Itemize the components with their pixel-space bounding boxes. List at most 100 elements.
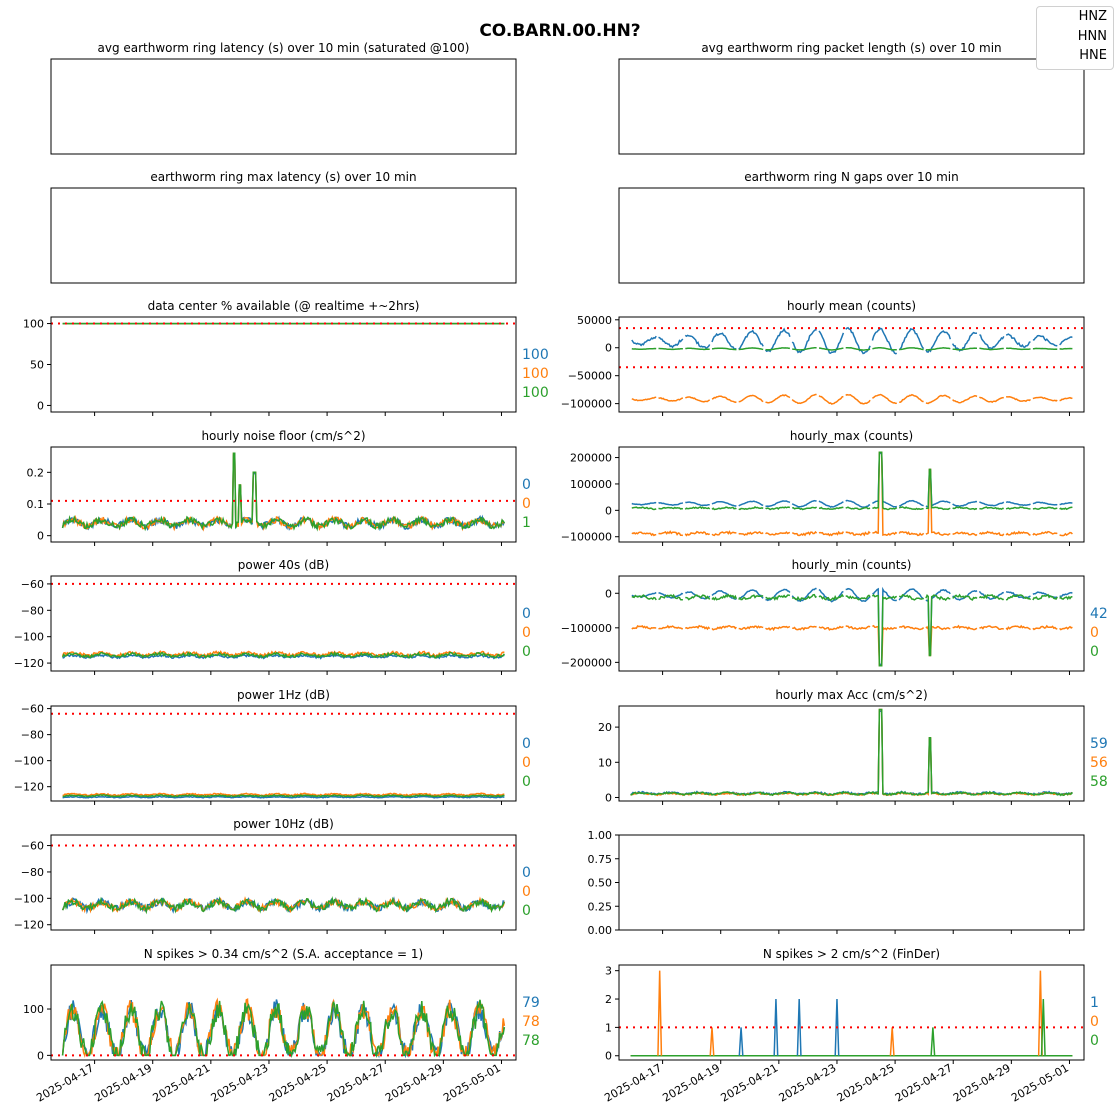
y-tick-label: −120: [14, 919, 44, 932]
finder-spike: [834, 999, 840, 1056]
panel-title: N spikes > 2 cm/s^2 (FinDer): [763, 947, 940, 961]
panel-hourly-mean: hourly mean (counts) −100000 −50000 0 50000: [561, 299, 1085, 416]
panel-title: power 1Hz (dB): [237, 688, 330, 702]
x-tick-label: 2025-04-21: [718, 1061, 780, 1104]
y-tick-label: 20: [598, 721, 612, 734]
axes-frame: [50, 834, 517, 931]
finder-spike: [709, 1027, 715, 1056]
y-tick-label: 50: [30, 359, 44, 372]
panel-noise-floor: hourly noise floor (cm/s^2) 0 0.1 0.2 0 0 1: [27, 429, 531, 546]
panel-avg-latency: avg earthworm ring latency (s) over 10 m…: [50, 41, 517, 155]
latest-value-hne: 58: [1090, 774, 1108, 790]
panel-power-40s: power 40s (dB) −120 −100 −80 −60 0 0 0: [14, 558, 531, 675]
latest-value-hnn: 0: [522, 496, 531, 512]
y-tick-label: −50000: [568, 370, 612, 383]
series-line-hnn: [630, 708, 1073, 797]
panel-power-10hz: power 10Hz (dB) −120 −100 −80 −60 0 0 0: [14, 817, 531, 934]
x-tick-label: 2025-04-25: [267, 1061, 329, 1104]
x-tick-label: 2025-04-23: [209, 1061, 271, 1104]
latest-value-hnn: 78: [522, 1014, 540, 1030]
series-line-hnz: [630, 710, 1073, 797]
series-line-hnz: [631, 326, 1073, 355]
latest-value-hne: 0: [522, 903, 531, 919]
panel-n-gaps: earthworm ring N gaps over 10 min: [618, 170, 1085, 284]
panel-title: hourly noise floor (cm/s^2): [201, 429, 365, 443]
series-line-hne: [631, 593, 1073, 667]
y-tick-label: 100: [23, 318, 44, 331]
latest-value-hnz: 79: [522, 995, 540, 1011]
y-tick-label: 1.00: [588, 829, 613, 842]
axes-frame: [618, 964, 1085, 1061]
series-line-hnz: [631, 452, 1073, 508]
y-tick-label: 0: [605, 504, 612, 517]
y-tick-label: −80: [21, 729, 44, 742]
y-tick-label: 0: [605, 791, 612, 804]
y-tick-label: −80: [21, 866, 44, 879]
axes-frame: [50, 964, 517, 1061]
x-tick-label: 2025-04-21: [150, 1061, 212, 1104]
latest-value-hnn: 56: [1090, 755, 1108, 771]
latest-value-hne: 0: [522, 644, 531, 660]
axes-frame: [618, 58, 1085, 155]
y-tick-label: 0.50: [588, 877, 613, 890]
axes-frame: [618, 316, 1085, 413]
series-line-hnn: [61, 997, 506, 1058]
latest-value-hnz: 0: [522, 606, 531, 622]
y-tick-label: 0: [605, 1050, 612, 1063]
finder-spike: [930, 1027, 936, 1056]
y-tick-label: −100000: [561, 398, 612, 411]
series-line-hnn: [631, 451, 1073, 537]
panel-title: avg earthworm ring packet length (s) ove…: [701, 41, 1001, 55]
x-tick-label: 2025-04-29: [383, 1061, 445, 1104]
series-line-hnz: [61, 454, 506, 532]
series-line-hnn: [62, 792, 505, 797]
legend-entry-hnn: HNN: [1077, 28, 1107, 44]
series-line-hnz: [62, 795, 505, 799]
latest-value-hnz: 42: [1090, 606, 1108, 622]
latest-value-hne: 1: [522, 515, 531, 531]
axes-frame: [50, 187, 517, 284]
panel-spikes-finder: N spikes > 2 cm/s^2 (FinDer) 0 1 2 3 2025-04-…: [602, 947, 1099, 1105]
finder-spike: [773, 999, 779, 1056]
y-tick-label: 100000: [570, 478, 612, 491]
finder-spike: [738, 1027, 744, 1056]
panel-title: avg earthworm ring latency (s) over 10 m…: [98, 41, 470, 55]
series-line-hnn: [631, 393, 1073, 405]
y-tick-label: 0: [37, 1049, 44, 1062]
series-line-hnn: [631, 624, 1073, 667]
latest-value-hnn: 100: [522, 366, 549, 382]
panel-title: power 40s (dB): [238, 558, 329, 572]
y-tick-label: 0: [605, 587, 612, 600]
latest-value-hnn: 0: [522, 625, 531, 641]
finder-spike: [889, 1027, 895, 1056]
y-tick-label: 2: [605, 993, 612, 1006]
series-line-hne: [631, 346, 1073, 351]
y-tick-label: −120: [14, 657, 44, 670]
y-tick-label: 0.25: [588, 900, 613, 913]
panel-title: power 10Hz (dB): [233, 817, 334, 831]
x-tick-label: 2025-04-27: [325, 1061, 387, 1104]
series-line-hne: [61, 896, 506, 915]
latest-value-hnz: 100: [522, 347, 549, 363]
finder-spike: [1040, 999, 1046, 1056]
axes-frame: [618, 575, 1085, 672]
y-tick-label: −60: [21, 703, 44, 716]
panel-title: earthworm ring max latency (s) over 10 m…: [150, 170, 416, 184]
panel-hourly-max-acc: hourly max Acc (cm/s^2) 0 10 20 59 56 58: [598, 688, 1108, 805]
y-tick-label: 0.2: [27, 466, 45, 479]
latest-value-hnz: 0: [522, 736, 531, 752]
axes-frame: [618, 705, 1085, 802]
latest-value-hne: 0: [1090, 644, 1099, 660]
panel-empty-panel: 0.00 0.25 0.50 0.75 1.00: [588, 829, 1085, 937]
y-tick-label: −60: [21, 840, 44, 853]
latest-value-hnn: 0: [522, 755, 531, 771]
panel-title: hourly_max (counts): [790, 429, 913, 443]
axes-frame: [618, 446, 1085, 543]
y-tick-label: −60: [21, 578, 44, 591]
y-tick-label: 0: [37, 530, 44, 543]
y-tick-label: 0.00: [588, 924, 613, 937]
x-tick-label: 2025-04-27: [893, 1061, 955, 1104]
latest-value-hne: 78: [522, 1033, 540, 1049]
x-tick-label: 2025-05-01: [1009, 1061, 1071, 1104]
